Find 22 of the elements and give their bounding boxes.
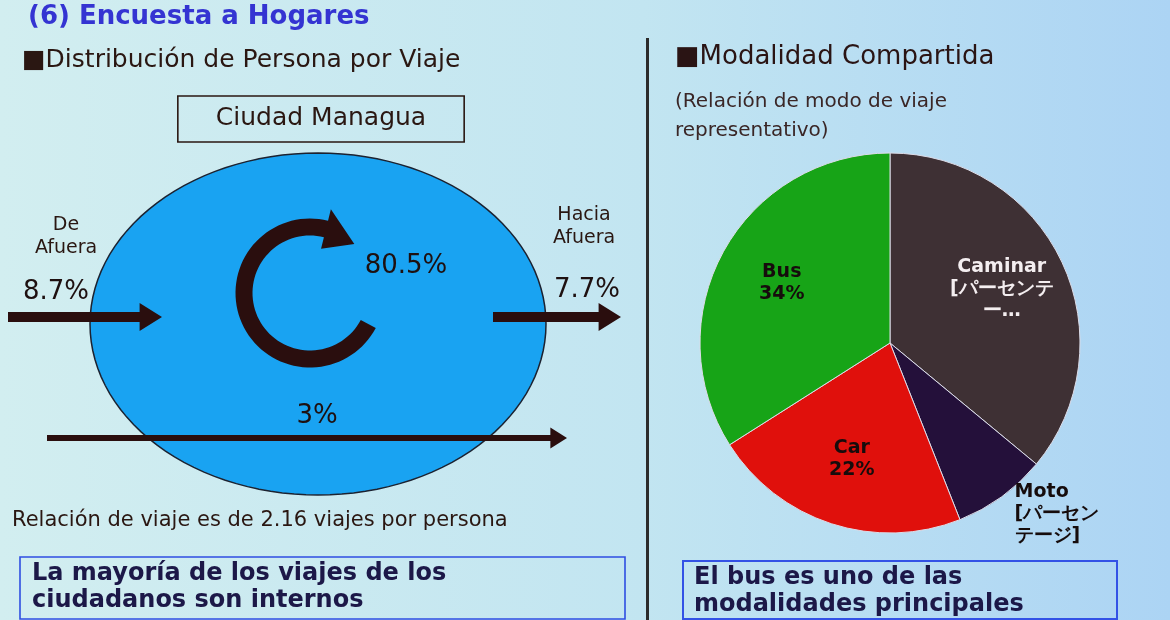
data-label: [パーセンテージ] (1014, 500, 1100, 545)
slice-label: Car (833, 435, 871, 458)
chart-subtitle: (Relación de modo de viaje representativo) (675, 87, 948, 143)
text: 8.7% (22, 275, 90, 305)
text: (6) Encuesta a Hogares (28, 0, 370, 30)
data-label: [パーセンテー… (949, 276, 1054, 321)
category-label: Hacia Afuera (552, 202, 616, 247)
text: ■Distribución de Persona por Viaje (22, 44, 461, 73)
text: 3% (296, 399, 338, 429)
text: 7.7% (553, 273, 621, 303)
data-label: 22% (829, 457, 875, 480)
text: 80.5% (364, 249, 448, 279)
data-label: 34% (759, 280, 805, 303)
slice-label: Caminar (957, 254, 1047, 277)
text: La mayoría de los viajes de los ciudadanos son internos (32, 558, 447, 613)
text: Ciudad Managua (215, 102, 427, 131)
text: El bus es uno de las modalidades principales (682, 560, 1118, 620)
slice-label: Bus (762, 258, 802, 281)
text: Relación de viaje es de 2.16 viajes por persona (12, 507, 508, 531)
slice-label: Moto (1014, 478, 1069, 501)
chart-title: ■Modalidad Compartida (675, 40, 995, 70)
category-label: De Afuera (34, 212, 98, 257)
